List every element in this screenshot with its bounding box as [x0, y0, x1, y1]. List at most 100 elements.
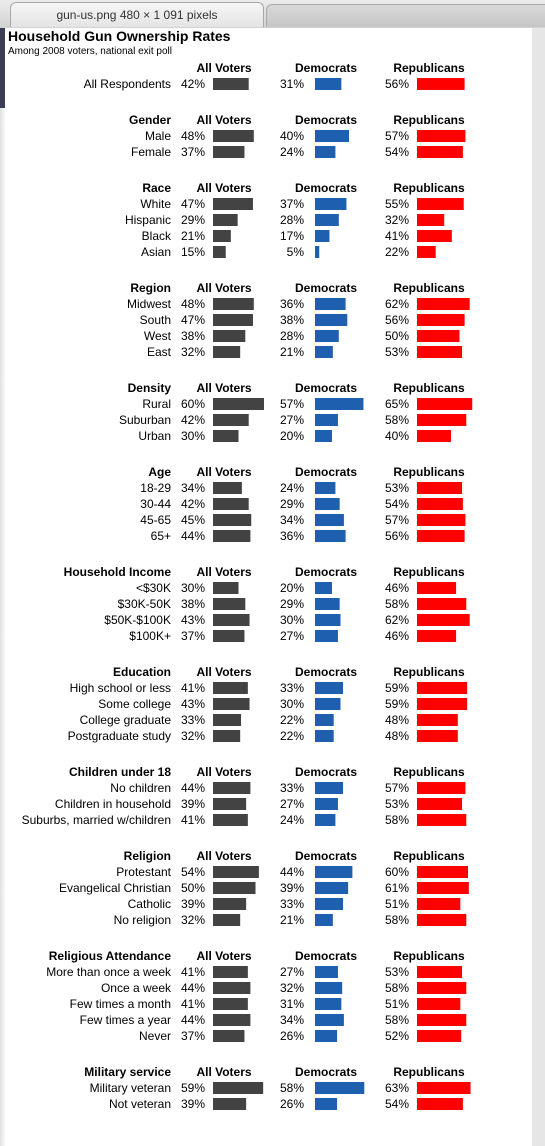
value-label: 30% [181, 581, 205, 595]
value-label: 27% [280, 797, 304, 811]
value-label: 32% [181, 345, 205, 359]
row-label: $50K-$100K [104, 613, 171, 627]
column-header: All Voters [196, 849, 251, 863]
value-label: 41% [181, 681, 205, 695]
bar [417, 714, 458, 726]
value-label: 58% [385, 981, 409, 995]
bar [315, 1098, 338, 1110]
value-label: 38% [181, 597, 205, 611]
section-title: Religious Attendance [49, 949, 172, 963]
value-label: 38% [181, 329, 205, 343]
row-label: 65+ [151, 529, 171, 543]
bar [213, 398, 264, 410]
bar [417, 630, 457, 642]
row-label: Black [142, 229, 172, 243]
column-header: Democrats [295, 949, 357, 963]
row-label: 18-29 [140, 481, 171, 495]
value-label: 17% [280, 229, 304, 243]
bar [213, 198, 253, 210]
value-label: 29% [181, 213, 205, 227]
section-title: Household Income [64, 565, 172, 579]
bar [213, 1082, 264, 1094]
row-label: Military veteran [90, 1081, 171, 1095]
value-label: 33% [181, 713, 205, 727]
bar [417, 898, 461, 910]
value-label: 63% [385, 1081, 409, 1095]
section-title: Military service [84, 1065, 171, 1079]
value-label: 56% [385, 77, 409, 91]
value-label: 21% [280, 913, 304, 927]
column-header: Republicans [393, 465, 465, 479]
bar [417, 346, 463, 358]
bar [213, 866, 259, 878]
bar [213, 298, 254, 310]
column-header: All Voters [196, 281, 251, 295]
bar [213, 798, 247, 810]
row-label: All Respondents [84, 77, 171, 91]
bar [213, 998, 248, 1010]
bar [417, 530, 465, 542]
row-label: Male [145, 129, 171, 143]
bar [213, 698, 250, 710]
bar [315, 814, 336, 826]
value-label: 53% [385, 481, 409, 495]
value-label: 21% [280, 345, 304, 359]
column-header: Democrats [295, 281, 357, 295]
bar [417, 130, 466, 142]
value-label: 58% [385, 413, 409, 427]
column-header: Republicans [393, 1065, 465, 1079]
section-title: Race [142, 181, 171, 195]
row-label: $30K-50K [118, 597, 171, 611]
value-label: 36% [280, 297, 304, 311]
value-label: 54% [385, 1097, 409, 1111]
column-header: Democrats [295, 61, 357, 75]
section-title: Gender [129, 113, 171, 127]
section-title: Region [130, 281, 171, 295]
bar [417, 198, 464, 210]
row-label: Protestant [116, 865, 171, 879]
value-label: 37% [181, 629, 205, 643]
column-header: Democrats [295, 849, 357, 863]
bar [315, 630, 338, 642]
bar [213, 330, 246, 342]
column-header: Democrats [295, 1065, 357, 1079]
value-label: 57% [385, 781, 409, 795]
bar [417, 698, 468, 710]
section-title: Children under 18 [69, 765, 171, 779]
bar [213, 782, 251, 794]
chart-title: Household Gun Ownership Rates [8, 28, 231, 44]
row-label: College graduate [80, 713, 172, 727]
bar [213, 730, 241, 742]
bar [315, 714, 334, 726]
row-label: 30-44 [140, 497, 171, 511]
bar [315, 882, 349, 894]
bar [315, 130, 349, 142]
value-label: 50% [181, 881, 205, 895]
column-header: Republicans [393, 765, 465, 779]
bar [417, 230, 452, 242]
value-label: 45% [181, 513, 205, 527]
bar [315, 982, 343, 994]
row-label: Evangelical Christian [59, 881, 171, 895]
value-label: 60% [385, 865, 409, 879]
bar [315, 798, 338, 810]
value-label: 41% [181, 997, 205, 1011]
row-label: Few times a month [70, 997, 171, 1011]
bar [315, 582, 332, 594]
value-label: 37% [181, 1029, 205, 1043]
browser-tab-inactive[interactable] [266, 4, 545, 27]
value-label: 33% [280, 897, 304, 911]
column-header: Democrats [295, 565, 357, 579]
bar [417, 1098, 463, 1110]
bar [213, 314, 253, 326]
value-label: 41% [181, 965, 205, 979]
bar [315, 346, 333, 358]
value-label: 57% [280, 397, 304, 411]
row-label: <$30K [136, 581, 171, 595]
value-label: 15% [181, 245, 205, 259]
browser-tab[interactable]: gun-us.png 480 × 1 091 pixels [10, 2, 264, 27]
value-label: 20% [280, 581, 304, 595]
bar [213, 1030, 245, 1042]
value-label: 41% [385, 229, 409, 243]
column-header: All Voters [196, 949, 251, 963]
